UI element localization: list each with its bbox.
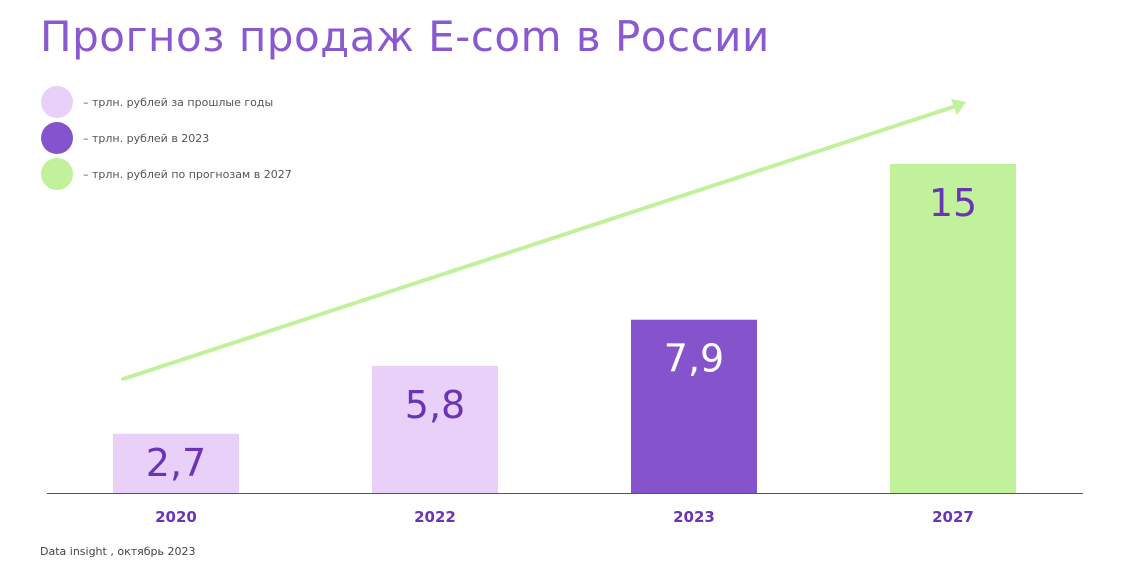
legend-label-forecast: – трлн. рублей по прогнозам в 2027 — [83, 167, 292, 181]
x-tick-2020: 2020 — [155, 508, 197, 526]
legend-swatch-forecast — [41, 158, 73, 190]
data-label-2022: 5,8 — [405, 383, 465, 427]
data-label-2020: 2,7 — [146, 441, 206, 485]
x-tick-2022: 2022 — [414, 508, 456, 526]
x-tick-2027: 2027 — [932, 508, 974, 526]
data-label-2027: 15 — [929, 181, 977, 225]
bar-2023 — [631, 319, 757, 493]
bar-2022 — [372, 365, 498, 493]
legend-label-current: – трлн. рублей в 2023 — [83, 131, 210, 145]
legend-swatch-past — [41, 86, 73, 118]
chart-title: Прогноз продаж E-com в России — [40, 12, 770, 61]
legend-swatch-current — [41, 122, 73, 154]
trend-arrow-line — [121, 104, 958, 381]
legend-label-past: – трлн. рублей за прошлые годы — [83, 95, 274, 109]
legend-item-forecast: – трлн. рублей по прогнозам в 2027 — [41, 158, 292, 190]
legend: – трлн. рублей за прошлые годы – трлн. р… — [41, 86, 292, 194]
legend-item-past: – трлн. рублей за прошлые годы — [41, 86, 292, 118]
source-note: Data insight , октябрь 2023 — [40, 545, 196, 558]
data-label-2023: 7,9 — [664, 337, 724, 381]
bar-2020 — [113, 433, 239, 493]
trend-arrow-head — [951, 99, 966, 115]
legend-item-current: – трлн. рублей в 2023 — [41, 122, 292, 154]
bar-2027 — [890, 164, 1016, 493]
x-tick-2023: 2023 — [673, 508, 715, 526]
